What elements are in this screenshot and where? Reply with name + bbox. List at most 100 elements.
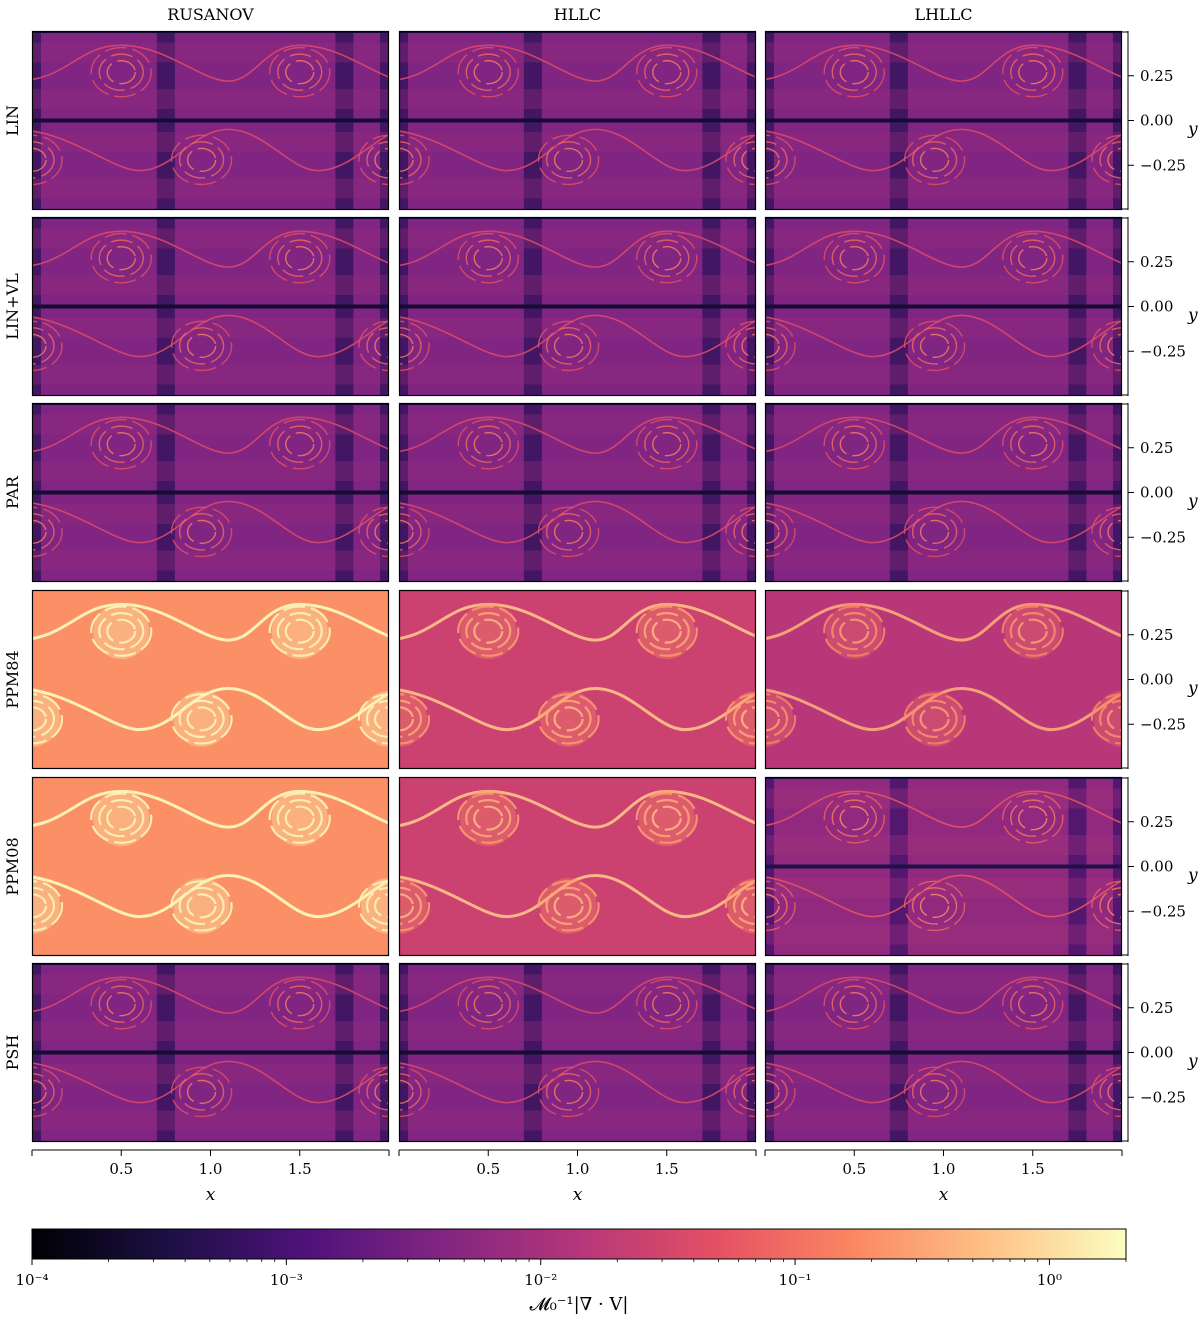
- vortex-ring: [457, 418, 519, 470]
- vortex-ring: [98, 239, 144, 277]
- vortex-ring: [106, 618, 137, 644]
- vortex-ring: [823, 232, 885, 284]
- vortex-ring: [269, 46, 331, 98]
- vortex-ring: [277, 53, 323, 91]
- vortex-ring: [652, 991, 682, 1017]
- vortex-ring: [765, 880, 796, 932]
- colorbar-label: 𝓜₀⁻¹|∇ · V|: [530, 1294, 629, 1315]
- vortex-ring: [473, 245, 503, 271]
- vortex-ring: [358, 134, 389, 186]
- vortex-ring: [399, 693, 431, 745]
- vortex-ring: [32, 513, 55, 551]
- vortex-ring: [170, 134, 233, 186]
- vortex-ring: [106, 59, 136, 85]
- lower-filament: [765, 874, 1122, 918]
- vortex-ring: [170, 320, 233, 372]
- vortex-ring: [1018, 59, 1048, 85]
- vortex-ring: [399, 327, 422, 365]
- vortex-ring: [32, 706, 48, 732]
- vortex-ring: [465, 53, 511, 91]
- vortex-ring: [1099, 327, 1122, 365]
- upper-filament: [765, 230, 1122, 268]
- vortex-ring: [374, 519, 389, 545]
- shear-layer: [32, 1050, 389, 1055]
- lower-filament: [399, 128, 756, 172]
- lower-filament: [399, 1060, 756, 1104]
- field-background: [32, 590, 389, 769]
- vortex-ring: [839, 431, 869, 457]
- light-band: [765, 877, 1122, 898]
- y-tick-label: 0.25: [1140, 999, 1173, 1017]
- panel-ppm08-rusanov: [31, 776, 390, 957]
- vortex-ring: [636, 418, 698, 470]
- vortex-ring: [765, 147, 780, 173]
- vortex-ring: [98, 612, 145, 651]
- vortex-ring: [1010, 425, 1056, 463]
- vortex-ring: [839, 618, 870, 644]
- vortex-core: [271, 603, 328, 660]
- vortex-ring: [170, 1066, 233, 1118]
- vortex-core: [271, 790, 328, 847]
- panel-lin-rusanov: [31, 30, 390, 211]
- vortex-ring: [823, 792, 885, 844]
- upper-filament: [399, 416, 756, 454]
- vortex-ring: [365, 699, 389, 739]
- vortex-core: [728, 690, 756, 747]
- vortex-ring: [553, 147, 584, 173]
- vortex-ring: [1017, 618, 1048, 644]
- vortex-ring: [903, 693, 966, 745]
- vortex-ring: [765, 1066, 796, 1118]
- panel-frame: [398, 216, 757, 397]
- y-tick-label: 0.00: [1140, 298, 1173, 316]
- lower-filament: [765, 1060, 1122, 1104]
- vortex-ring: [1107, 893, 1122, 919]
- vortex-ring: [644, 239, 690, 277]
- lower-filament: [32, 686, 389, 732]
- vortex-ring: [911, 141, 958, 179]
- vortex-ring: [186, 147, 217, 173]
- upper-filament: [765, 976, 1122, 1014]
- vortex-ring: [32, 333, 47, 359]
- shear-layer: [765, 1050, 1122, 1055]
- vortex-ring: [765, 706, 781, 732]
- vortex-ring: [732, 699, 756, 739]
- x-axis-label: x: [939, 1185, 949, 1205]
- light-band: [32, 461, 389, 482]
- shear-layer: [765, 304, 1122, 309]
- vortex-ring: [823, 46, 885, 98]
- vortex-ring: [765, 519, 780, 545]
- vortex-ring: [1002, 232, 1064, 284]
- panel-frame: [764, 30, 1123, 211]
- vortex-ring: [823, 978, 885, 1030]
- vortex-ring: [545, 513, 592, 551]
- shear-layer: [32, 118, 389, 123]
- panel-lin-lhllc: [764, 30, 1123, 211]
- vortex-core: [765, 690, 793, 747]
- lower-filament: [765, 128, 1122, 172]
- vortex-ring: [1107, 519, 1122, 545]
- row-label: PSH: [3, 1035, 22, 1071]
- light-band: [765, 1110, 1122, 1131]
- vortex-core: [540, 690, 597, 747]
- light-band: [765, 550, 1122, 571]
- vortex-ring: [1002, 46, 1064, 98]
- panel-lin-vl-lhllc: [764, 216, 1123, 397]
- vortex-ring: [765, 699, 789, 739]
- vortex-ring: [537, 1066, 600, 1118]
- vortex-ring: [911, 513, 958, 551]
- light-band: [32, 503, 389, 524]
- panel-lin-hllc: [398, 30, 757, 211]
- vortex-ring: [732, 886, 756, 926]
- vortex-ring: [1018, 805, 1048, 831]
- light-band: [32, 1110, 389, 1131]
- x-tick-label: 1.5: [655, 1160, 679, 1178]
- vortex-ring: [903, 506, 966, 558]
- shear-layer: [399, 1050, 756, 1055]
- vortex-ring: [1098, 699, 1122, 739]
- vortex-ring: [277, 239, 323, 277]
- vortex-ring: [1107, 1079, 1122, 1105]
- vortex-core: [906, 690, 963, 747]
- vortex-ring: [919, 147, 950, 173]
- vortex-core: [460, 790, 517, 847]
- vortex-ring: [277, 425, 323, 463]
